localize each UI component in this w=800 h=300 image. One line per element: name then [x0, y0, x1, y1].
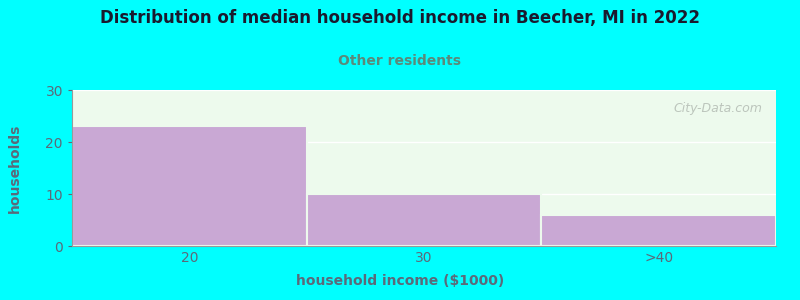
Text: Distribution of median household income in Beecher, MI in 2022: Distribution of median household income … — [100, 9, 700, 27]
Bar — [306, 194, 542, 246]
Text: households: households — [8, 123, 22, 213]
Bar — [72, 126, 306, 246]
Bar — [542, 215, 776, 246]
Text: household income ($1000): household income ($1000) — [296, 274, 504, 288]
Text: Other residents: Other residents — [338, 54, 462, 68]
Text: City-Data.com: City-Data.com — [673, 103, 762, 116]
